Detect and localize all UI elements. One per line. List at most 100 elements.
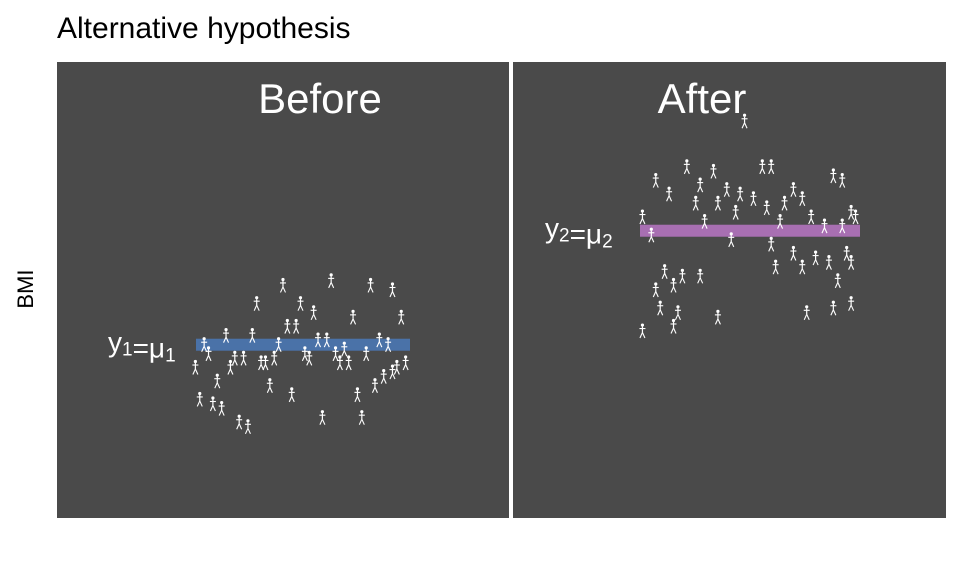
panel-background-after	[513, 62, 946, 518]
person-point	[196, 391, 203, 407]
person-point	[358, 410, 365, 425]
person-point	[768, 159, 775, 175]
person-point	[310, 305, 317, 321]
person-point	[830, 168, 837, 184]
person-point	[777, 214, 784, 229]
person-point	[670, 277, 677, 293]
person-point	[710, 163, 717, 179]
person-point	[661, 264, 668, 279]
person-point	[799, 191, 806, 207]
person-point	[266, 378, 273, 393]
person-point	[683, 159, 690, 175]
person-point	[839, 218, 846, 234]
person-point	[741, 113, 748, 129]
person-point	[258, 355, 265, 371]
person-point	[848, 296, 855, 311]
person-point	[692, 195, 699, 211]
person-point	[834, 273, 841, 289]
panel-background-before	[57, 62, 509, 518]
person-point	[772, 259, 779, 275]
person-point	[205, 346, 212, 362]
person-point	[389, 364, 396, 380]
person-point	[236, 414, 243, 430]
person-point	[781, 195, 788, 211]
person-point	[666, 186, 673, 202]
person-point	[639, 323, 646, 339]
person-point	[714, 309, 721, 325]
person-point	[214, 373, 221, 389]
person-point	[803, 305, 810, 321]
panel-title-after: After	[658, 75, 747, 122]
person-point	[670, 318, 677, 334]
person-point	[323, 332, 330, 348]
mean-label-after: y2=μ2	[545, 213, 613, 253]
person-point	[808, 209, 815, 225]
person-point	[799, 259, 806, 275]
person-point	[652, 172, 659, 188]
person-point	[759, 159, 766, 175]
person-point	[363, 346, 370, 362]
panel-divider	[509, 62, 513, 518]
person-point	[843, 245, 850, 261]
person-point	[723, 182, 730, 197]
person-point	[839, 172, 846, 188]
person-point	[389, 282, 396, 298]
person-point	[750, 191, 757, 207]
person-point	[790, 245, 797, 261]
person-point	[306, 350, 313, 366]
person-point	[402, 355, 409, 371]
person-point	[249, 328, 256, 343]
person-point	[674, 305, 681, 321]
person-point	[371, 378, 378, 393]
person-point	[345, 355, 352, 371]
person-point	[385, 337, 392, 352]
person-point	[398, 309, 405, 325]
person-point	[763, 200, 770, 216]
person-point	[768, 236, 775, 252]
person-point	[275, 337, 282, 352]
person-point	[297, 296, 304, 311]
person-point	[393, 359, 400, 375]
person-point	[657, 300, 664, 316]
person-point	[652, 282, 659, 298]
person-point	[648, 227, 655, 243]
person-point	[218, 400, 225, 416]
panel-after: After y2=μ2	[513, 62, 946, 518]
panel-title-before: Before	[258, 75, 382, 122]
person-point	[328, 273, 335, 289]
person-point	[697, 177, 704, 193]
panel-before: Before y1=μ1	[57, 62, 509, 518]
person-point	[223, 328, 230, 343]
person-point	[319, 410, 326, 425]
person-point	[301, 346, 308, 362]
person-point	[332, 346, 339, 362]
person-point	[812, 250, 819, 266]
mean-line-before	[196, 338, 410, 351]
person-point	[284, 318, 291, 334]
person-point	[714, 195, 721, 211]
person-point	[701, 214, 708, 229]
person-point	[350, 309, 357, 325]
person-point	[315, 332, 322, 348]
person-point	[732, 204, 739, 220]
person-point	[821, 218, 828, 234]
person-point	[271, 350, 278, 366]
person-point	[227, 359, 234, 375]
person-point	[825, 255, 832, 270]
person-point	[737, 186, 744, 202]
person-point	[293, 318, 300, 334]
person-point	[830, 300, 837, 316]
person-point	[240, 350, 247, 366]
person-point	[354, 387, 361, 403]
person-point	[376, 332, 383, 348]
mean-line-after	[640, 224, 860, 237]
person-point	[380, 369, 387, 384]
person-point	[341, 341, 348, 357]
mean-label-before: y1=μ1	[108, 327, 176, 367]
person-point	[209, 396, 216, 412]
person-point	[367, 277, 374, 293]
person-point	[679, 268, 686, 284]
person-point	[639, 209, 646, 225]
person-point	[848, 204, 855, 220]
